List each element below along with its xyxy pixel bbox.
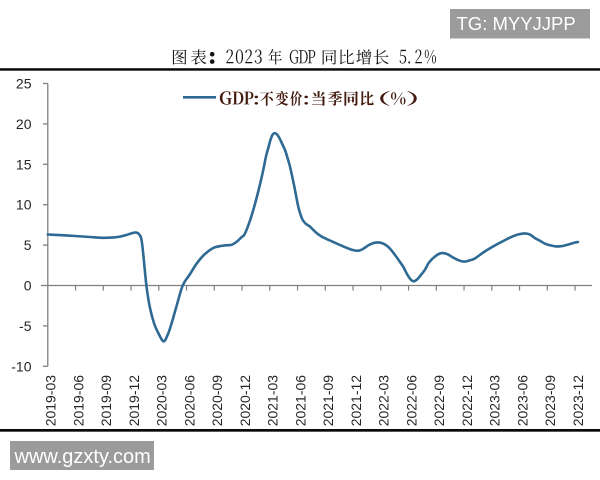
svg-text:5: 5 (24, 237, 32, 253)
svg-text:-10: -10 (11, 358, 31, 374)
svg-text:2023-03: 2023-03 (487, 375, 503, 427)
svg-text:2020-09: 2020-09 (209, 375, 225, 427)
svg-text:2019-09: 2019-09 (98, 375, 114, 427)
svg-text:2019-12: 2019-12 (126, 375, 142, 427)
svg-text:2021-12: 2021-12 (348, 375, 364, 427)
svg-text:25: 25 (16, 76, 32, 92)
svg-text:2020-06: 2020-06 (182, 375, 198, 427)
svg-text:2022-06: 2022-06 (403, 375, 419, 427)
svg-text:2023-09: 2023-09 (542, 375, 558, 427)
svg-text:2021-09: 2021-09 (320, 375, 336, 427)
svg-text:2022-12: 2022-12 (459, 375, 475, 427)
svg-text:2023-12: 2023-12 (570, 375, 586, 427)
svg-text:10: 10 (16, 197, 32, 213)
svg-text:2022-09: 2022-09 (431, 375, 447, 427)
svg-text:15: 15 (16, 156, 32, 172)
svg-text:2020-03: 2020-03 (154, 375, 170, 427)
svg-text:TG: MYYJJPP: TG: MYYJJPP (457, 13, 576, 34)
svg-text:20: 20 (16, 116, 32, 132)
svg-text:www.gzxty.com: www.gzxty.com (14, 446, 151, 468)
svg-text:2023-06: 2023-06 (514, 375, 530, 427)
svg-text:-5: -5 (19, 318, 32, 334)
svg-text:2019-06: 2019-06 (71, 375, 87, 427)
svg-text:2019-03: 2019-03 (43, 375, 59, 427)
svg-text:2022-03: 2022-03 (376, 375, 392, 427)
svg-text:2021-06: 2021-06 (292, 375, 308, 427)
svg-text:2021-03: 2021-03 (265, 375, 281, 427)
svg-text:2020-12: 2020-12 (237, 375, 253, 427)
svg-text:0: 0 (24, 278, 32, 294)
